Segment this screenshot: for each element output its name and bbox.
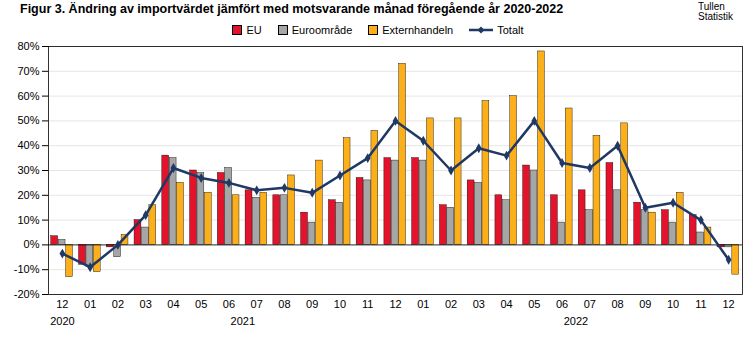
svg-text:60%: 60%	[17, 90, 39, 102]
svg-text:11: 11	[695, 298, 706, 310]
svg-text:04: 04	[500, 298, 512, 310]
html-text:EU: EU	[246, 24, 262, 36]
svg-text:50%: 50%	[17, 114, 39, 126]
svg-text:03: 03	[473, 298, 485, 310]
svg-text:30%: 30%	[17, 164, 39, 176]
svg-text:2022: 2022	[564, 315, 588, 327]
svg-text:06: 06	[556, 298, 568, 310]
svg-text:08: 08	[611, 298, 623, 310]
svg-text:12: 12	[56, 298, 68, 310]
svg-text:80%: 80%	[17, 40, 39, 52]
svg-text:40%: 40%	[17, 139, 39, 151]
svg-text:2020: 2020	[50, 315, 74, 327]
svg-text:09: 09	[639, 298, 651, 310]
svg-text:08: 08	[278, 298, 290, 310]
svg-text:02: 02	[445, 298, 457, 310]
svg-text:06: 06	[223, 298, 235, 310]
svg-text:70%: 70%	[17, 65, 39, 77]
svg-text:01: 01	[84, 298, 96, 310]
svg-text:01: 01	[417, 298, 429, 310]
svg-text:05: 05	[195, 298, 207, 310]
html-text:Externhandeln: Externhandeln	[382, 24, 454, 36]
svg-text:20%: 20%	[17, 189, 39, 201]
html-text:Euroområde: Euroområde	[291, 24, 353, 36]
svg-text:2021: 2021	[231, 315, 255, 327]
svg-text:04: 04	[167, 298, 179, 310]
html-text:Tullen Statistik: Tullen Statistik	[698, 1, 733, 22]
html-text:Figur 3. Ändring av importvärd: Figur 3. Ändring av importvärdet jämfört…	[20, 2, 564, 16]
svg-text:10: 10	[667, 298, 679, 310]
svg-text:12: 12	[389, 298, 401, 310]
svg-text:07: 07	[584, 298, 596, 310]
svg-text:02: 02	[112, 298, 124, 310]
svg-text:05: 05	[528, 298, 540, 310]
svg-text:10: 10	[334, 298, 346, 310]
svg-text:-20%: -20%	[14, 288, 40, 300]
svg-text:09: 09	[306, 298, 318, 310]
html-text:Totalt: Totalt	[497, 24, 524, 36]
svg-text:10%: 10%	[17, 214, 39, 226]
svg-text:03: 03	[140, 298, 152, 310]
svg-text:-10%: -10%	[14, 263, 40, 275]
svg-text:07: 07	[251, 298, 263, 310]
svg-text:12: 12	[722, 298, 734, 310]
svg-text:0%: 0%	[24, 238, 40, 250]
svg-text:11: 11	[362, 298, 373, 310]
